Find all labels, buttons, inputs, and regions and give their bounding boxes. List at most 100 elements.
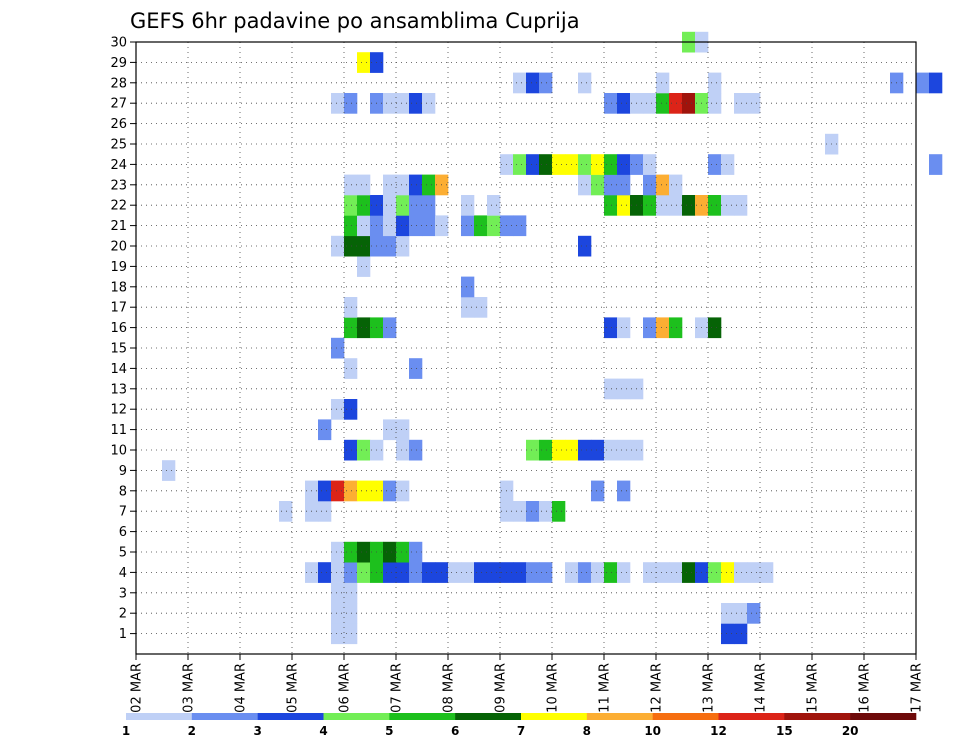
cell	[461, 195, 475, 216]
cell	[357, 235, 371, 257]
cell	[669, 195, 683, 216]
x-tick-label: 05 MAR	[286, 663, 301, 713]
cell	[396, 562, 410, 583]
cell	[617, 378, 631, 400]
colorbar-label: 12	[710, 724, 727, 738]
cell	[396, 93, 410, 114]
cell	[396, 439, 410, 461]
cell	[604, 93, 618, 114]
cell	[344, 439, 358, 461]
cell	[422, 174, 436, 196]
cell	[383, 93, 397, 114]
colorbar: 1 2 3 4 5 6 7 8 10 12 15 20	[122, 713, 917, 738]
cell	[747, 603, 761, 624]
y-tick-label: 27	[110, 97, 127, 112]
cell	[318, 480, 332, 502]
cell	[396, 235, 410, 257]
cell	[734, 623, 748, 645]
cell	[422, 215, 436, 237]
cell	[513, 72, 527, 94]
cell	[357, 174, 371, 196]
cell	[344, 358, 358, 379]
cell	[409, 174, 423, 196]
cell	[331, 235, 345, 257]
cell	[656, 93, 670, 114]
cell	[591, 174, 605, 196]
cell	[721, 562, 735, 583]
cell	[344, 480, 358, 502]
y-tick-label: 12	[110, 403, 127, 418]
y-axis: 1234567891011121314151617181920212223242…	[110, 36, 136, 642]
cell	[396, 419, 410, 441]
y-tick-label: 8	[119, 484, 127, 499]
y-tick-label: 17	[110, 301, 127, 316]
cell	[643, 174, 657, 196]
cell	[331, 93, 345, 114]
cell	[344, 603, 358, 624]
cell	[422, 195, 436, 216]
cell	[617, 562, 631, 583]
cell	[682, 195, 696, 216]
y-tick-label: 19	[110, 260, 127, 275]
cell	[409, 195, 423, 216]
x-tick-label: 14 MAR	[754, 663, 769, 713]
cell	[617, 480, 631, 502]
cell	[162, 460, 176, 481]
y-tick-label: 16	[110, 321, 127, 336]
cell	[578, 439, 592, 461]
cell	[617, 317, 631, 339]
cell	[669, 93, 683, 114]
colorbar-swatch	[652, 713, 719, 720]
cell	[604, 154, 618, 175]
y-tick-label: 18	[110, 280, 127, 295]
cell	[357, 195, 371, 216]
cell	[357, 541, 371, 563]
cell	[604, 317, 618, 339]
colorbar-swatch	[850, 713, 917, 720]
cell	[513, 501, 527, 522]
cell	[604, 562, 618, 583]
cell	[578, 235, 592, 257]
cell	[591, 562, 605, 583]
cell	[604, 174, 618, 196]
cell	[383, 419, 397, 441]
cell	[591, 154, 605, 175]
cell	[526, 562, 540, 583]
cell	[383, 235, 397, 257]
colorbar-label: 1	[122, 724, 130, 738]
cell	[396, 215, 410, 237]
cell	[383, 562, 397, 583]
cell	[344, 195, 358, 216]
x-tick-label: 04 MAR	[234, 663, 249, 713]
x-tick-label: 10 MAR	[546, 663, 561, 713]
cell	[604, 195, 618, 216]
cell	[344, 623, 358, 645]
cell	[331, 582, 345, 604]
cell	[409, 215, 423, 237]
cell	[721, 623, 735, 645]
cell	[331, 399, 345, 420]
cell	[734, 562, 748, 583]
cell	[617, 93, 631, 114]
cell	[721, 195, 735, 216]
cell	[539, 154, 553, 175]
cell	[669, 562, 683, 583]
cell	[656, 562, 670, 583]
cell	[656, 195, 670, 216]
cell	[474, 562, 488, 583]
y-tick-label: 1	[119, 627, 127, 642]
colorbar-label: 7	[517, 724, 525, 738]
y-tick-label: 30	[110, 36, 127, 51]
cell	[708, 93, 722, 114]
cell	[383, 317, 397, 339]
colorbar-label: 3	[253, 724, 261, 738]
cell	[487, 215, 501, 237]
cell	[643, 195, 657, 216]
cell	[721, 603, 735, 624]
cell	[656, 174, 670, 196]
cell	[539, 439, 553, 461]
cell	[487, 562, 501, 583]
cell	[344, 541, 358, 563]
x-tick-label: 07 MAR	[390, 663, 405, 713]
cell	[656, 317, 670, 339]
